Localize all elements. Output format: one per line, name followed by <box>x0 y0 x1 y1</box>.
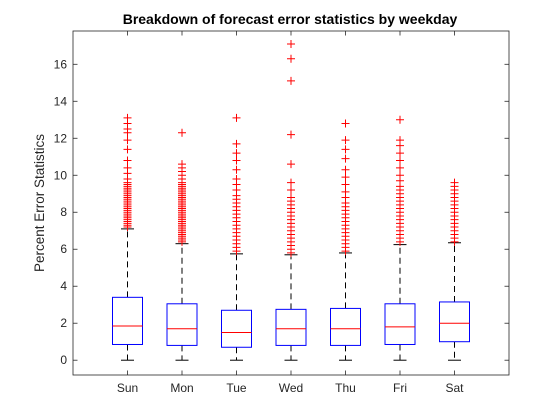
outlier-sat <box>450 178 459 187</box>
x-tick-label-mon: Mon <box>170 381 193 395</box>
outlier-wed <box>287 39 295 48</box>
plot-area: 0 2 4 6 8 10 12 14 16 Sun Mon Tue Wed Thu Fri Sat <box>54 30 510 395</box>
outlier-wed <box>287 160 295 169</box>
y-tick-label: 12 <box>54 131 68 145</box>
y-axis-label: Percent Error Statistics <box>32 134 47 272</box>
x-tick-label-wed: Wed <box>279 381 303 395</box>
outlier-fri <box>396 156 404 165</box>
x-tick-label-fri: Fri <box>393 381 407 395</box>
outlier-tue <box>232 149 241 158</box>
outlier-sun <box>123 136 132 145</box>
outlier-tue <box>232 174 241 183</box>
outlier-sun <box>123 156 132 165</box>
outlier-thu <box>341 136 350 145</box>
x-tick-label-sun: Sun <box>117 381 138 395</box>
outlier-thu <box>341 154 350 163</box>
y-tick-label: 2 <box>60 316 67 330</box>
outlier-mon <box>178 160 186 169</box>
outlier-wed <box>287 76 295 85</box>
outlier-sun <box>123 113 132 122</box>
y-tick-label: 4 <box>60 279 67 293</box>
outlier-wed <box>287 186 295 195</box>
outlier-wed <box>287 54 295 63</box>
outlier-fri <box>396 136 404 145</box>
outlier-tue <box>232 165 241 174</box>
box-fri <box>384 303 416 345</box>
box-tue <box>221 309 252 348</box>
outlier-fri <box>396 163 404 172</box>
outlier-wed <box>287 130 295 139</box>
outlier-thu <box>341 187 350 196</box>
x-tick-label-tue: Tue <box>226 381 247 395</box>
y-tick-label: 16 <box>54 57 68 71</box>
chart-title: Breakdown of forecast error statistics b… <box>123 11 458 27</box>
outlier-thu <box>341 180 350 189</box>
y-tick-label: 0 <box>60 353 67 367</box>
outlier-mon <box>178 128 186 137</box>
outlier-wed <box>287 193 295 202</box>
outlier-fri <box>396 115 404 124</box>
x-tick-label-thu: Thu <box>335 381 356 395</box>
box-mon <box>166 303 198 346</box>
outlier-sun <box>123 145 132 154</box>
y-tick-label: 8 <box>60 205 67 219</box>
outlier-thu <box>341 145 350 154</box>
outlier-fri <box>396 171 404 180</box>
y-tick-label: 6 <box>60 242 67 256</box>
outlier-tue <box>232 139 241 148</box>
x-tick-label-sat: Sat <box>445 381 464 395</box>
box-wed <box>275 308 307 346</box>
y-tick-label: 10 <box>54 168 68 182</box>
box-thu <box>330 307 361 346</box>
outlier-sun <box>123 163 132 172</box>
outlier-thu <box>341 173 350 182</box>
outlier-tue <box>232 113 241 122</box>
outlier-thu <box>341 165 350 174</box>
outlier-tue <box>232 156 241 165</box>
y-tick-label: 14 <box>54 94 68 108</box>
box-sat <box>439 301 470 343</box>
outlier-wed <box>287 178 295 187</box>
outlier-thu <box>341 119 350 128</box>
outlier-fri <box>396 149 404 158</box>
box-sun <box>112 296 143 345</box>
